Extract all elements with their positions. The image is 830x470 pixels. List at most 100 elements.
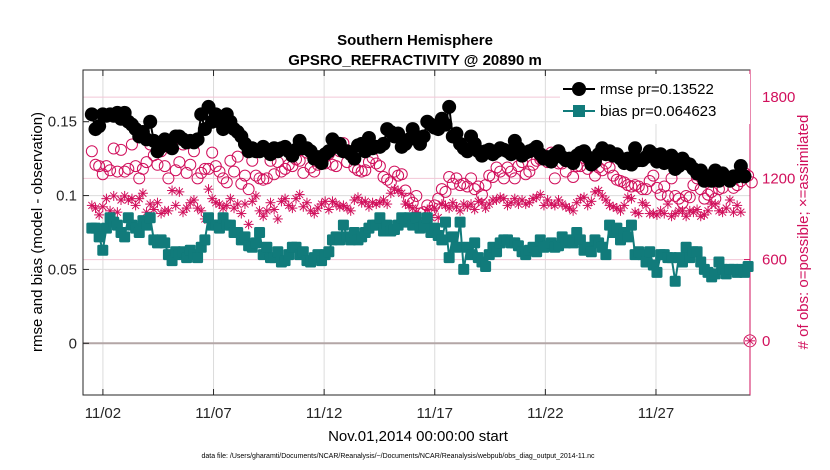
assimilated-obs-point <box>732 200 743 211</box>
possible-obs-point <box>125 138 138 151</box>
possible-obs-point <box>636 183 649 196</box>
bias-point <box>254 227 266 238</box>
bias-point <box>199 234 211 246</box>
assimilated-obs-point <box>134 193 145 204</box>
possible-obs-point <box>85 145 98 158</box>
assimilated-obs-point <box>600 195 611 205</box>
assimilated-obs-point <box>422 204 433 215</box>
assimilated-obs-point <box>94 209 105 220</box>
possible-obs-point <box>107 142 120 155</box>
possible-obs-point <box>249 169 262 182</box>
possible-obs-point <box>373 160 386 173</box>
bias-point <box>421 212 433 224</box>
zero-count-asterisk-stroke <box>746 336 754 345</box>
assimilated-obs-point <box>269 204 280 215</box>
bias-point <box>480 260 492 272</box>
assimilated-obs-point <box>232 199 243 210</box>
bias-point <box>192 252 204 264</box>
possible-obs-point <box>370 157 383 170</box>
assimilated-obs-point <box>524 197 535 208</box>
possible-obs-point <box>297 166 310 179</box>
assimilated-obs-point <box>174 186 185 197</box>
possible-obs-point <box>115 143 128 156</box>
possible-obs-point <box>508 172 521 185</box>
bias-point <box>261 241 273 253</box>
rmse-point <box>391 126 406 141</box>
assimilated-obs-point <box>239 199 250 210</box>
assimilated-obs-point <box>396 188 407 199</box>
assimilated-obs-point <box>535 189 546 200</box>
possible-obs-point <box>198 162 211 175</box>
assimilated-obs-point <box>710 199 721 210</box>
possible-obs-point <box>268 168 281 181</box>
possible-obs-point <box>596 164 609 177</box>
possible-obs-point <box>129 160 142 173</box>
x-axis-label: Nov.01,2014 00:00:00 start <box>328 428 509 445</box>
right-y-tick-label: 1200 <box>762 170 795 187</box>
possible-obs-point <box>173 156 186 169</box>
bias-point <box>669 275 681 287</box>
bias-point <box>742 260 754 272</box>
possible-obs-point <box>184 158 197 171</box>
possible-obs-point <box>231 150 244 163</box>
assimilated-obs-point <box>568 205 579 216</box>
assimilated-obs-point <box>476 197 487 208</box>
possible-obs-point <box>523 165 536 178</box>
bias-point <box>625 219 637 231</box>
assimilated-obs-point <box>250 190 261 201</box>
assimilated-obs-point <box>207 193 218 204</box>
bias-point <box>458 263 470 275</box>
rmse-series <box>84 99 752 188</box>
possible-obs-point <box>162 172 175 185</box>
y-tick-label: 0.05 <box>48 261 77 278</box>
possible-obs-point <box>213 165 226 178</box>
assimilated-obs-point <box>692 204 703 215</box>
possible-obs-point <box>140 156 153 169</box>
possible-obs-point <box>654 188 667 201</box>
bias-point <box>691 246 703 258</box>
assimilated-obs-point <box>225 193 236 204</box>
assimilated-obs-point <box>703 205 714 216</box>
assimilated-obs-point <box>108 190 119 201</box>
x-tick-label: 11/02 <box>85 405 121 422</box>
assimilated-obs-point <box>261 205 272 216</box>
assimilated-obs-point <box>280 193 291 204</box>
assimilated-obs-point <box>145 199 156 210</box>
possible-obs-point <box>206 146 219 159</box>
rmse-point <box>438 117 453 132</box>
assimilated-obs-point <box>323 204 334 215</box>
assimilated-obs-point <box>429 203 440 214</box>
possible-obs-point <box>180 166 193 179</box>
x-tick-label: 11/12 <box>306 405 342 422</box>
bias-point <box>119 231 131 243</box>
assimilated-obs-point <box>444 203 455 214</box>
legend-rmse-label: rmse pr=0.13522 <box>600 81 714 98</box>
assimilated-obs-point <box>626 193 637 204</box>
assimilated-obs-point <box>130 200 141 211</box>
possible-obs-point <box>308 165 321 178</box>
possible-obs-point <box>151 158 164 171</box>
assimilated-obs-point <box>272 213 283 224</box>
bias-point <box>436 234 448 246</box>
possible-obs-point <box>224 154 237 167</box>
legend-bias-label: bias pr=0.064623 <box>600 103 716 120</box>
rmse-point <box>165 141 180 156</box>
assimilated-obs-point <box>717 207 728 218</box>
assimilated-obs-point <box>309 208 320 219</box>
bias-point <box>622 231 634 243</box>
assimilated-obs-point <box>586 196 597 207</box>
rmse-point <box>737 169 752 184</box>
bias-point <box>97 244 109 256</box>
possible-obs-point <box>111 165 124 178</box>
possible-obs-point <box>330 160 343 173</box>
bias-series <box>86 212 754 287</box>
assimilated-obs-point <box>287 203 298 214</box>
x-tick-label: 11/22 <box>527 405 563 422</box>
possible-obs-point <box>472 180 485 193</box>
y-tick-label: 0 <box>69 335 77 352</box>
assimilated-obs-point <box>633 208 644 219</box>
assimilated-obs-point <box>181 203 192 214</box>
assimilated-obs-point <box>353 192 364 203</box>
possible-obs-point <box>395 168 408 181</box>
assimilated-obs-point <box>137 188 148 199</box>
